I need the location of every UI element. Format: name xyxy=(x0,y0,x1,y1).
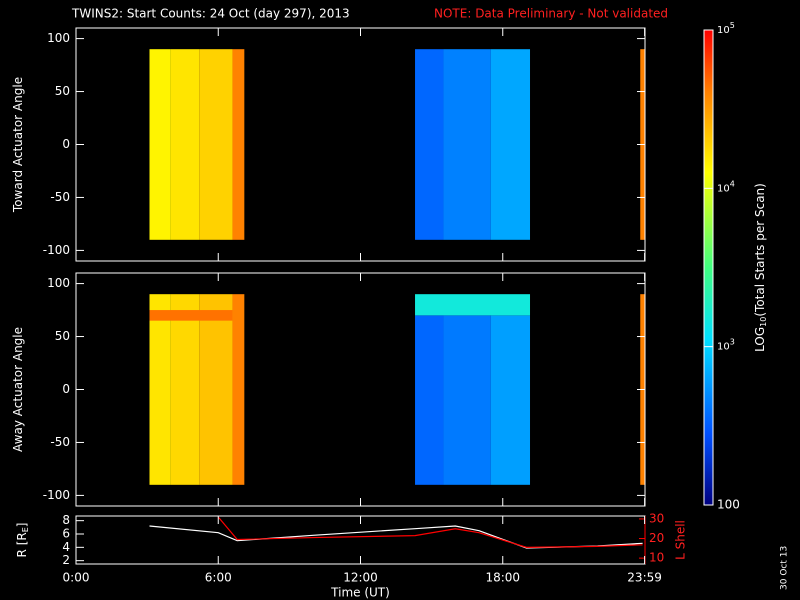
heat-cell xyxy=(199,294,233,485)
heat-cell xyxy=(149,310,233,321)
y2-tick-label: 10 xyxy=(649,551,664,565)
heat-cell xyxy=(490,315,531,485)
colorbar-tick-base: 10 xyxy=(717,183,730,194)
colorbar-label-sub: 10 xyxy=(759,317,768,327)
colorbar-label-part: (Total Starts per Scan) xyxy=(753,183,767,317)
plot-area xyxy=(149,516,643,549)
y-tick-label: 6 xyxy=(62,527,70,541)
y-axis-label: Away Actuator Angle xyxy=(11,327,25,452)
colorbar-tick-exp: 5 xyxy=(730,21,735,30)
y2-tick-label: 20 xyxy=(649,531,664,545)
x-tick-label: 12:00 xyxy=(343,571,378,585)
y-axis-label-part: R [R xyxy=(15,532,29,557)
heat-cell xyxy=(232,49,245,240)
colorbar-tick-label: 104 xyxy=(717,179,735,195)
y-tick-label: -100 xyxy=(43,488,70,502)
heat-cell xyxy=(443,315,491,485)
x-axis-label: Time (UT) xyxy=(330,586,390,600)
heat-cell xyxy=(149,294,171,485)
y-axis-label-part: Away Actuator Angle xyxy=(11,327,25,452)
colorbar-label: LOG10(Total Starts per Scan) xyxy=(753,183,768,352)
note: NOTE: Data Preliminary - Not validated xyxy=(434,7,668,21)
y-axis-label: Toward Actuator Angle xyxy=(11,77,25,213)
title: TWINS2: Start Counts: 24 Oct (day 297), … xyxy=(71,7,350,21)
y-axis-label-part: ] xyxy=(15,523,29,528)
y-axis-label: R [RE] xyxy=(15,523,30,558)
y-tick-label: 50 xyxy=(55,329,70,343)
y-tick-label: 50 xyxy=(55,84,70,98)
heat-cell xyxy=(170,49,200,240)
y-tick-label: 2 xyxy=(62,553,70,567)
x-tick-label: 0:00 xyxy=(63,571,90,585)
colorbar-tick-exp: 4 xyxy=(730,179,735,188)
y-tick-label: 0 xyxy=(62,382,70,396)
heat-cell xyxy=(199,49,233,240)
plot-area xyxy=(149,49,645,240)
x-tick-label: 18:00 xyxy=(485,571,520,585)
date-stamp: 30 Oct 13 xyxy=(780,546,790,590)
colorbar-tick-base: 10 xyxy=(717,25,730,36)
colorbar-tick-base: 10 xyxy=(717,342,730,353)
heat-cell xyxy=(490,49,531,240)
x-tick-label: 6:00 xyxy=(205,571,232,585)
y-tick-label: -50 xyxy=(50,435,70,449)
heat-cell xyxy=(415,294,531,316)
plot-area xyxy=(149,294,645,485)
y-tick-label: 100 xyxy=(47,276,70,290)
y2-axis-label: L Shell xyxy=(674,520,688,560)
y-tick-label: 100 xyxy=(47,31,70,45)
y-tick-label: -50 xyxy=(50,190,70,204)
colorbar xyxy=(703,29,714,506)
y-tick-label: -100 xyxy=(43,243,70,257)
colorbar-tick-label: 103 xyxy=(717,337,735,353)
colorbar-tick-exp: 3 xyxy=(730,337,735,346)
y-tick-label: 4 xyxy=(62,540,70,554)
y-tick-label: 0 xyxy=(62,137,70,151)
heat-cell xyxy=(149,49,171,240)
y-axis-label-sub: E xyxy=(21,527,30,532)
y2-tick-label: 30 xyxy=(649,511,664,525)
y-axis-label-part: Toward Actuator Angle xyxy=(11,77,25,213)
colorbar-tick-label: 100 xyxy=(717,498,740,512)
colorbar-label-part: LOG xyxy=(753,327,767,352)
series-line xyxy=(217,516,643,548)
heat-cell xyxy=(415,49,444,240)
series-line xyxy=(149,525,643,549)
colorbar-tick-label: 105 xyxy=(717,21,735,37)
y-tick-label: 8 xyxy=(62,513,70,527)
x-tick-label: 23:59 xyxy=(627,571,662,585)
heat-cell xyxy=(170,294,200,485)
heat-cell xyxy=(443,49,491,240)
heat-cell xyxy=(232,294,245,485)
heat-cell xyxy=(415,315,444,485)
